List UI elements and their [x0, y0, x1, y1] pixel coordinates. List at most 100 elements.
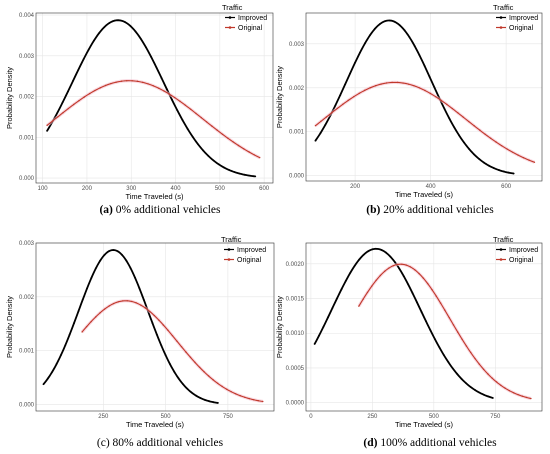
caption-tag: (b)	[366, 204, 380, 216]
series-point-improved	[314, 139, 317, 142]
series-point-original	[67, 107, 70, 110]
series-point-original	[158, 319, 160, 321]
x-axis-title: Time Traveled (s)	[125, 192, 184, 201]
series-point-original	[212, 379, 214, 381]
x-axis-title: Time Traveled (s)	[395, 190, 454, 199]
legend-title: Traffic	[493, 235, 514, 244]
series-point-original	[426, 282, 429, 285]
series-point-improved	[243, 173, 246, 176]
series-point-improved	[191, 136, 194, 138]
series-point-improved	[367, 250, 369, 253]
series-point-original	[115, 81, 117, 83]
y-tick-label: 0.000	[289, 174, 305, 180]
legend-label-original: Original	[509, 257, 534, 264]
series-point-improved	[217, 163, 220, 166]
series-line-improved	[46, 19, 256, 178]
series-point-original	[362, 298, 364, 300]
legend-label-improved: Improved	[237, 247, 266, 254]
series-point-original	[418, 87, 421, 89]
caption-text: (c) 80% additional vehicles	[97, 437, 224, 449]
plot-frame	[305, 242, 543, 412]
y-tick-label: 0.001	[19, 135, 35, 141]
series-point-improved	[195, 394, 198, 397]
series-point-original	[364, 89, 366, 92]
series-point-original	[205, 121, 208, 123]
series-point-improved	[349, 271, 352, 274]
series-point-improved	[353, 264, 356, 267]
chart-panel-4: 0 250 500 750 0.0000 0.0005 0.0010 0.0015 0.0020…	[275, 235, 543, 449]
series-point-improved	[378, 23, 381, 25]
series-point-original	[513, 392, 515, 394]
legend-marker-original	[499, 258, 503, 261]
series-point-improved	[212, 159, 215, 162]
series-line-improved	[314, 19, 514, 175]
series-point-original	[371, 285, 373, 287]
series-point-improved	[458, 134, 461, 137]
legend-marker-original	[227, 258, 231, 261]
series-point-improved	[376, 247, 378, 250]
series-point-improved	[354, 61, 356, 64]
series-point-improved	[407, 283, 410, 286]
series-point-original	[248, 397, 250, 400]
y-tick-label: 0.002	[19, 95, 35, 101]
caption-text: 100% additional vehicles	[377, 437, 497, 449]
series-point-improved	[497, 169, 500, 171]
panel-caption: (a) 0% additional vehicles	[99, 204, 221, 216]
legend: Traffic Improved Original	[222, 3, 267, 32]
series-point-original	[402, 82, 404, 84]
series-point-improved	[119, 19, 121, 22]
y-axis-title: Probability Density	[5, 67, 14, 129]
y-tick-label: 0.002	[289, 86, 305, 92]
series-point-original	[99, 312, 101, 314]
series-point-original	[482, 368, 485, 371]
series-point-original	[153, 314, 156, 317]
series-point-original	[440, 99, 443, 102]
y-tick-label: 0.0015	[286, 297, 305, 303]
series-point-original	[487, 373, 489, 375]
legend-marker-original	[499, 26, 503, 29]
series-point-improved	[223, 166, 225, 169]
series-point-improved	[51, 370, 54, 373]
series-point-improved	[77, 68, 80, 71]
series-point-original	[468, 120, 470, 123]
series-point-improved	[94, 267, 97, 270]
series-point-improved	[411, 292, 414, 295]
series-point-original	[525, 396, 528, 399]
legend: Traffic Improved Original	[493, 235, 538, 264]
x-tick-label: 250	[98, 414, 109, 420]
x-tick-label: 0	[309, 414, 313, 420]
series-point-original	[81, 331, 83, 333]
series-point-improved	[418, 54, 421, 57]
series-point-improved	[371, 248, 374, 251]
chart-panel-3: 250 500 750 0.000 0.001 0.002 0.003 Time Travel…	[5, 235, 275, 449]
series-point-original	[198, 366, 201, 368]
series-point-improved	[155, 66, 158, 69]
series-point-original	[522, 157, 525, 159]
series-point-improved	[103, 26, 106, 28]
series-point-improved	[428, 75, 431, 78]
series-point-original	[57, 116, 59, 118]
series-point-improved	[112, 249, 115, 251]
series-line-improved	[42, 249, 219, 404]
series-point-improved	[113, 19, 116, 22]
series-point-original	[147, 83, 149, 85]
series-point-improved	[182, 383, 184, 386]
series-point-improved	[502, 170, 505, 173]
series-point-original	[232, 141, 234, 143]
panel-caption: (d) 100% additional vehicles	[363, 437, 497, 449]
series-line-original	[315, 81, 535, 163]
series-point-original	[108, 305, 110, 307]
series-point-improved	[217, 402, 219, 404]
series-point-original	[131, 80, 133, 82]
series-point-original	[195, 112, 197, 115]
series-point-original	[230, 390, 232, 393]
y-tick-label: 0.003	[289, 42, 305, 48]
series-point-original	[72, 103, 75, 106]
panel-caption: (b) 20% additional vehicles	[366, 204, 494, 216]
series-point-improved	[186, 387, 189, 390]
series-point-original	[401, 263, 403, 265]
legend: Traffic Improved Original	[221, 235, 266, 264]
series-point-improved	[176, 109, 179, 112]
series-point-original	[508, 389, 511, 392]
series-point-improved	[87, 48, 90, 51]
